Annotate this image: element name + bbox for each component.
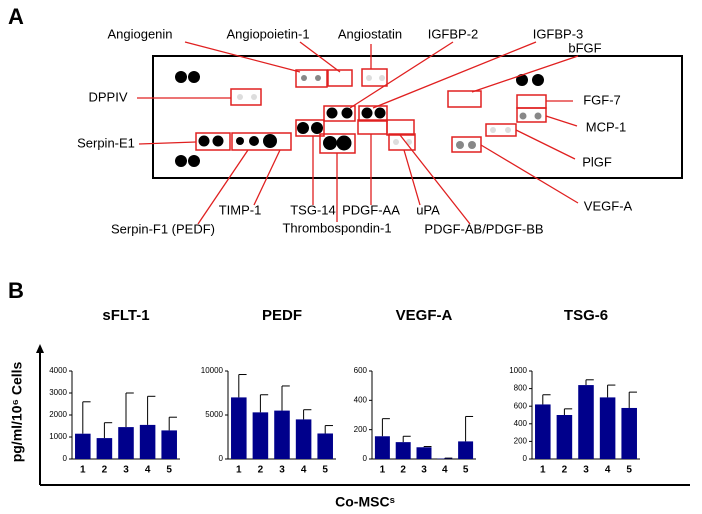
callout-line [545, 115, 578, 127]
array-label: TSG-14 [290, 202, 336, 217]
chart-title: PEDF [262, 307, 302, 324]
array-label: IGFBP-3 [533, 26, 584, 41]
x-tick-label: 1 [540, 465, 546, 476]
y-tick-label: 200 [514, 437, 528, 446]
callout-line [349, 41, 454, 109]
x-tick-label: 2 [400, 465, 406, 476]
x-axis-title: Co-MSCˢ [335, 494, 395, 510]
y-tick-label: 200 [354, 425, 368, 434]
x-tick-label: 3 [123, 465, 129, 476]
y-tick-label: 0 [219, 454, 224, 463]
bar [295, 419, 312, 459]
array-label: Angiogenin [107, 26, 172, 41]
array-label: Serpin-F1 (PEDF) [111, 221, 215, 236]
y-tick-label: 10000 [201, 366, 224, 375]
array-label: TIMP-1 [219, 202, 262, 217]
callout-line [399, 134, 471, 225]
y-tick-label: 3000 [49, 388, 67, 397]
array-label: FGF-7 [583, 92, 621, 107]
bar [118, 427, 134, 459]
x-tick-label: 3 [421, 465, 427, 476]
x-tick-label: 1 [236, 465, 242, 476]
callout-line [471, 55, 579, 93]
bar [458, 441, 474, 459]
bar [578, 385, 594, 459]
bar [274, 410, 290, 459]
array-label: PDGF-AB/PDGF-BB [424, 221, 543, 236]
bar [317, 433, 333, 459]
bar [75, 433, 91, 459]
y-tick-label: 600 [354, 366, 368, 375]
x-tick-label: 1 [380, 465, 386, 476]
bar [161, 430, 177, 459]
x-tick-label: 5 [626, 465, 632, 476]
callout-line [403, 149, 421, 206]
chart-title: VEGF-A [396, 307, 453, 324]
y-tick-label: 800 [514, 384, 528, 393]
bar [535, 404, 551, 459]
array-label: bFGF [568, 40, 601, 55]
callout-line [480, 144, 579, 204]
callout-line [299, 41, 341, 73]
bar [252, 412, 269, 459]
callout-line [515, 129, 576, 160]
x-tick-label: 5 [322, 465, 328, 476]
array-label: MCP-1 [586, 119, 626, 134]
bar [96, 438, 113, 459]
array-label: Angiostatin [338, 26, 402, 41]
callout-line [197, 149, 249, 225]
array-label: Angiopoietin-1 [226, 26, 309, 41]
y-tick-label: 0 [63, 454, 68, 463]
array-label: Thrombospondin-1 [282, 220, 391, 235]
y-tick-label: 400 [514, 419, 528, 428]
y-tick-label: 1000 [509, 366, 527, 375]
y-tick-label: 0 [523, 454, 528, 463]
x-tick-label: 4 [605, 465, 611, 476]
x-tick-label: 3 [279, 465, 285, 476]
bar [231, 397, 247, 459]
y-tick-label: 600 [514, 401, 528, 410]
array-label: VEGF-A [584, 198, 633, 213]
x-tick-label: 5 [463, 465, 469, 476]
x-tick-label: 4 [301, 465, 307, 476]
y-tick-label: 5000 [205, 410, 223, 419]
bar [599, 397, 616, 459]
axis-arrow [36, 344, 44, 353]
y-tick-label: 1000 [49, 432, 67, 441]
callout-line [184, 41, 301, 73]
array-label: IGFBP-2 [428, 26, 479, 41]
chart-title: sFLT-1 [102, 307, 149, 324]
panel-label: A [8, 4, 24, 29]
panel-label: B [8, 278, 24, 303]
x-tick-label: 5 [166, 465, 172, 476]
callout-line [253, 149, 281, 206]
bar [416, 447, 432, 459]
bar [374, 436, 390, 459]
array-label: uPA [416, 202, 440, 217]
y-tick-label: 400 [354, 395, 368, 404]
x-tick-label: 2 [562, 465, 568, 476]
array-label: PDGF-AA [342, 202, 400, 217]
array-label: PlGF [582, 154, 612, 169]
bar [139, 424, 156, 459]
x-tick-label: 3 [583, 465, 589, 476]
y-tick-label: 4000 [49, 366, 67, 375]
x-tick-label: 2 [258, 465, 264, 476]
chart-title: TSG-6 [564, 307, 608, 324]
array-label: Serpin-E1 [77, 135, 135, 150]
y-axis-title: pg/ml/10⁶ Cells [9, 361, 25, 462]
x-tick-label: 1 [80, 465, 86, 476]
bar [395, 442, 411, 459]
callout-line [138, 141, 197, 145]
y-tick-label: 2000 [49, 410, 67, 419]
x-tick-label: 4 [442, 465, 448, 476]
x-tick-label: 4 [145, 465, 151, 476]
callout-line [372, 41, 537, 109]
y-tick-label: 0 [363, 454, 368, 463]
bar [556, 415, 573, 459]
x-tick-label: 2 [102, 465, 108, 476]
bar [621, 407, 637, 459]
array-label: DPPIV [88, 89, 127, 104]
